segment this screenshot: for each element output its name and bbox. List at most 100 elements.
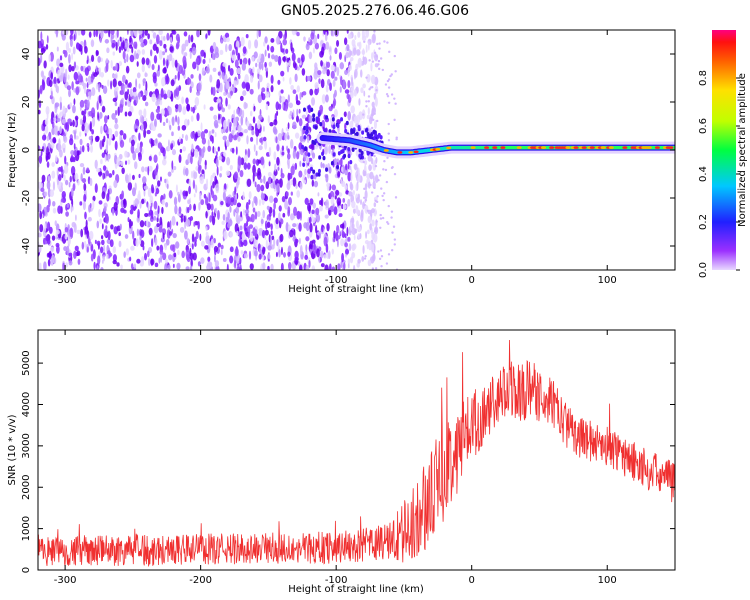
- spectrogram-noise-blob: [182, 55, 187, 66]
- spectrogram-noise-blob: [59, 55, 63, 61]
- spectrogram-noise-blob: [271, 54, 275, 60]
- spectrogram-noise-blob: [61, 190, 66, 199]
- spectrogram-noise-blob: [86, 167, 90, 173]
- spectrogram-noise-blob: [361, 130, 365, 135]
- spectrogram-noise-blob: [43, 261, 47, 270]
- spectrogram-noise-blob: [147, 33, 150, 40]
- spectrogram-noise-blob: [389, 74, 392, 78]
- spectrogram-noise-blob: [275, 101, 280, 111]
- spectrogram-noise-blob: [319, 205, 323, 212]
- spectrogram-noise-blob: [104, 39, 110, 44]
- spectrogram-noise-blob: [218, 113, 220, 121]
- spectrogram-noise-blob: [282, 212, 286, 218]
- spectrogram-noise-blob: [280, 172, 285, 179]
- spectrogram-noise-blob: [300, 148, 304, 156]
- spectrogram-noise-blob: [139, 114, 145, 124]
- spectrogram-noise-blob: [205, 196, 209, 206]
- spectrogram-noise-blob: [177, 194, 181, 203]
- spectrogram-noise-blob: [73, 223, 77, 233]
- spectrogram-noise-blob: [266, 205, 270, 210]
- spectrogram-noise-blob: [387, 122, 390, 126]
- spectrogram-noise-blob: [101, 223, 104, 230]
- spectrogram-noise-blob: [312, 47, 315, 54]
- spectrogram-noise-blob: [44, 118, 49, 126]
- spectrogram-noise-blob: [295, 100, 301, 106]
- spectrogram-noise-blob: [86, 82, 89, 89]
- spectrogram-noise-blob: [341, 252, 344, 263]
- spectrogram-noise-blob: [336, 164, 340, 170]
- spectrogram-noise-blob: [110, 60, 113, 69]
- spectrogram-noise-blob: [252, 207, 256, 213]
- spectrogram-noise-blob: [138, 151, 142, 162]
- spectrogram-noise-blob: [347, 263, 350, 269]
- spectrogram-noise-blob: [115, 109, 118, 116]
- spectrogram-noise-blob: [190, 155, 193, 165]
- spectrogram-noise-blob: [158, 30, 163, 36]
- spectrogram-noise-blob: [382, 198, 385, 202]
- spectrogram-noise-blob: [373, 154, 376, 158]
- spectrogram-noise-blob: [215, 157, 219, 168]
- spectrogram-noise-blob: [323, 254, 327, 259]
- spectrogram-noise-blob: [187, 119, 190, 126]
- spectrogram-noise-blob: [82, 201, 86, 211]
- spectrogram-noise-blob: [234, 247, 239, 257]
- spectrogram-noise-blob: [52, 117, 57, 123]
- spectrogram-noise-blob: [211, 52, 216, 61]
- spectrogram-noise-blob: [305, 236, 310, 242]
- spectrogram-noise-blob: [281, 145, 285, 152]
- spectrogram-noise-blob: [205, 33, 208, 39]
- spectrogram-noise-blob: [65, 68, 68, 78]
- spectrogram-noise-blob: [256, 170, 262, 180]
- spectrogram-noise-blob: [127, 217, 130, 223]
- spectrogram-noise-blob: [58, 138, 61, 147]
- spectrogram-noise-blob: [270, 38, 275, 43]
- spectrogram-noise-blob: [239, 225, 243, 231]
- spectrogram-noise-blob: [301, 128, 304, 138]
- spectrogram-noise-blob: [202, 146, 206, 153]
- spectrogram-noise-blob: [233, 80, 237, 87]
- spectrogram-noise-blob: [296, 85, 300, 93]
- spectrogram-noise-blob: [337, 205, 342, 213]
- spectrogram-noise-blob: [334, 47, 338, 55]
- spectrogram-noise-blob: [339, 86, 342, 93]
- spectrogram-noise-blob: [55, 115, 58, 124]
- spectrogram-noise-blob: [267, 171, 272, 177]
- spectrogram-noise-blob: [363, 40, 366, 43]
- spectrogram-noise-blob: [193, 221, 196, 227]
- spectrogram-noise-blob: [168, 146, 171, 152]
- spectrogram-noise-blob: [305, 125, 309, 130]
- spectrogram-noise-blob: [355, 183, 358, 192]
- spectrogram-noise-blob: [373, 112, 376, 115]
- spectrogram-noise-blob: [64, 226, 69, 233]
- spectrogram-noise-blob: [95, 30, 99, 38]
- spectrogram-noise-blob: [292, 223, 297, 228]
- spectrogram-noise-blob: [161, 76, 166, 87]
- spectrogram-xtick-label: -100: [325, 275, 348, 286]
- spectrogram-noise-blob: [249, 75, 254, 83]
- spectrogram-noise-blob: [223, 152, 227, 157]
- spectrogram-noise-blob: [59, 96, 62, 103]
- spectrogram-noise-blob: [280, 218, 284, 225]
- spectrogram-noise-blob: [298, 170, 303, 178]
- spectrogram-noise-blob: [142, 78, 147, 84]
- spectrogram-noise-blob: [66, 85, 72, 91]
- spectrogram-noise-blob: [95, 83, 99, 90]
- spectrogram-noise-blob: [159, 250, 164, 255]
- spectrogram-noise-blob: [166, 32, 170, 41]
- colorbar-ticks: 0.00.20.40.60.8: [698, 70, 740, 278]
- spectrogram-noise-blob: [138, 173, 141, 179]
- spectrogram-noise-blob: [158, 257, 161, 264]
- spectrogram-noise-blob: [94, 159, 98, 169]
- spectrogram-noise-blob: [350, 105, 355, 114]
- spectrogram-noise-blob: [330, 196, 335, 206]
- spectrogram-noise-blob: [229, 121, 232, 128]
- spectrogram-noise-blob: [150, 184, 154, 194]
- spectrogram-noise-blob: [190, 131, 195, 139]
- spectrogram-noise-blob: [148, 155, 152, 162]
- spectrogram-noise-blob: [55, 229, 60, 235]
- spectrogram-noise-blob: [148, 165, 153, 172]
- spectrogram-noise-blob: [383, 40, 386, 43]
- spectrogram-noise-blob: [92, 199, 95, 210]
- spectrogram-noise-blob: [330, 64, 336, 71]
- spectrogram-noise-blob: [180, 216, 184, 223]
